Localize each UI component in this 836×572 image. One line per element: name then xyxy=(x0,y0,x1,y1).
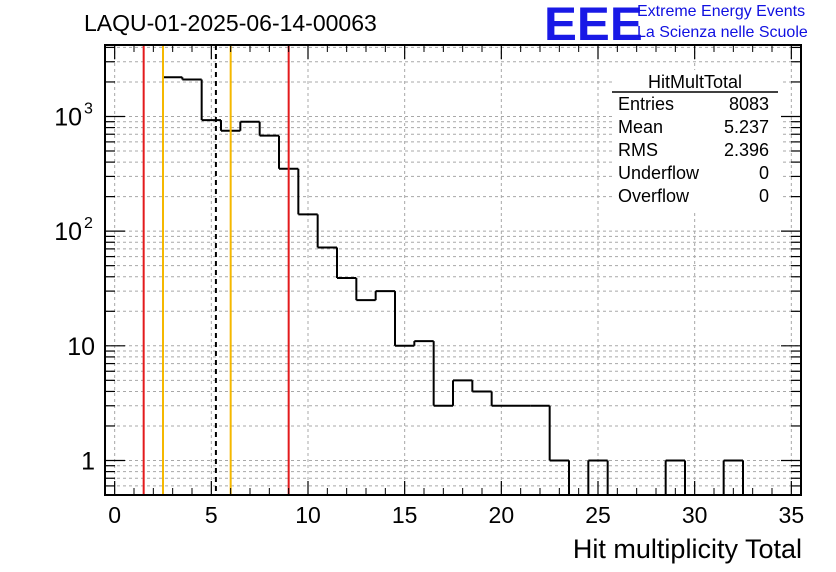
stats-value: 8083 xyxy=(729,94,769,114)
x-tick-label: 30 xyxy=(682,502,708,528)
stats-label: Overflow xyxy=(618,186,690,206)
stats-label: Entries xyxy=(618,94,674,114)
stats-value: 0 xyxy=(759,186,769,206)
marker-lines xyxy=(142,45,290,495)
x-tick-label: 20 xyxy=(489,502,515,528)
logo-text-line1: Extreme Energy Events xyxy=(637,3,806,20)
eee-logo: EEE xyxy=(544,0,643,50)
axis-ticks xyxy=(105,45,801,496)
x-tick-label: 5 xyxy=(205,502,218,528)
stats-background xyxy=(612,70,780,210)
y-tick-label: 10 xyxy=(67,333,95,361)
stats-title: HitMultTotal xyxy=(648,72,742,92)
y-tick-label: 10 xyxy=(54,218,82,246)
stats-label: RMS xyxy=(618,140,658,160)
stats-value: 5.237 xyxy=(724,117,769,137)
x-tick-label: 10 xyxy=(295,502,321,528)
plot-frame xyxy=(104,44,802,496)
stats-label: Mean xyxy=(618,117,663,137)
x-axis-label: Hit multiplicity Total xyxy=(572,534,802,564)
stats-label: Underflow xyxy=(618,163,700,183)
y-tick-exponent: 3 xyxy=(84,100,93,117)
x-tick-label: 35 xyxy=(779,502,805,528)
y-tick-exponent: 2 xyxy=(84,215,93,232)
y-tick-label: 10 xyxy=(54,103,82,131)
x-tick-label: 15 xyxy=(392,502,418,528)
x-tick-labels: 0 5 10 15 20 25 30 35 xyxy=(108,502,804,528)
x-tick-label: 25 xyxy=(585,502,611,528)
chart-title: LAQU-01-2025-06-14-00063 xyxy=(84,10,377,36)
logo-text-line2: La Scienza nelle Scuole xyxy=(637,24,808,41)
stats-value: 2.396 xyxy=(724,140,769,160)
y-tick-label: 1 xyxy=(81,447,95,475)
stats-value: 0 xyxy=(759,163,769,183)
x-tick-label: 0 xyxy=(108,502,121,528)
